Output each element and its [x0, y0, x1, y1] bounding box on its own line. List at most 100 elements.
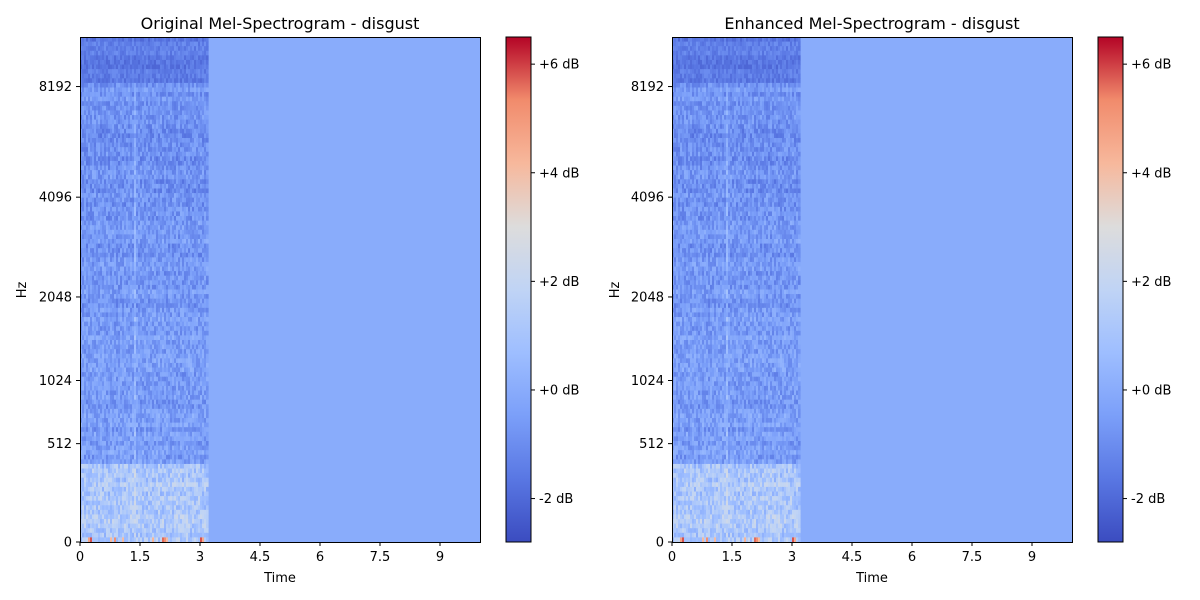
- heatmap-cell: [166, 82, 169, 89]
- heatmap-cell: [100, 87, 103, 93]
- heatmap-cell: [184, 50, 187, 56]
- heatmap-cell: [194, 41, 197, 47]
- heatmap-cell: [174, 82, 177, 89]
- heatmap-cell: [180, 59, 183, 66]
- heatmap-cell: [176, 46, 179, 52]
- heatmap-cell: [194, 59, 197, 66]
- heatmap-cell: [132, 64, 135, 70]
- heatmap-cell: [176, 73, 179, 79]
- heatmap-cell: [158, 69, 161, 75]
- heatmap-cell: [206, 170, 209, 176]
- heatmap-cell: [146, 73, 149, 79]
- heatmap-cell: [204, 55, 207, 61]
- heatmap-cell: [184, 41, 187, 47]
- heatmap-cell: [88, 78, 91, 84]
- heatmap-cell: [206, 216, 209, 222]
- heatmap-cell: [134, 64, 137, 70]
- heatmap-cell: [142, 87, 145, 93]
- heatmap-cell: [84, 87, 87, 93]
- heatmap-cell: [192, 69, 195, 75]
- heatmap-cell: [90, 82, 93, 89]
- heatmap-cell: [142, 55, 145, 61]
- heatmap-cell: [206, 105, 209, 112]
- heatmap-cell: [80, 46, 83, 52]
- heatmap-cell: [152, 37, 155, 43]
- heatmap-cell: [90, 64, 93, 70]
- heatmap-cell: [158, 59, 161, 66]
- heatmap-cell: [132, 50, 135, 56]
- heatmap-cell: [206, 335, 209, 341]
- heatmap-cell: [156, 69, 159, 75]
- heatmap-cell: [146, 46, 149, 52]
- heatmap-cell: [170, 82, 173, 89]
- heatmap-cell: [142, 46, 145, 52]
- heatmap-cell: [164, 41, 167, 47]
- heatmap-cell: [94, 82, 97, 89]
- heatmap-cell: [120, 64, 123, 70]
- heatmap-cell: [206, 193, 209, 199]
- heatmap-cell: [194, 46, 197, 52]
- heatmap-cell: [198, 82, 201, 89]
- heatmap-cell: [156, 78, 159, 84]
- heatmap-cell: [112, 50, 115, 56]
- heatmap-cell: [206, 257, 209, 263]
- heatmap-cell: [162, 64, 165, 70]
- heatmap-cell: [90, 37, 93, 43]
- heatmap-cell: [176, 64, 179, 70]
- heatmap-cell: [176, 59, 179, 66]
- heatmap-cell: [200, 73, 203, 79]
- heatmap-cell: [144, 41, 147, 47]
- heatmap-cell: [186, 41, 189, 47]
- heatmap-cell: [196, 78, 199, 84]
- heatmap-cell: [180, 37, 183, 43]
- heatmap-cell: [96, 55, 99, 61]
- chart-title: Original Mel-Spectrogram - disgust: [141, 14, 420, 33]
- heatmap-cell: [178, 78, 181, 84]
- heatmap-cell: [206, 115, 209, 121]
- heatmap-cell: [94, 87, 97, 93]
- heatmap-cell: [116, 37, 119, 43]
- heatmap-cell: [110, 50, 113, 56]
- heatmap-cell: [188, 73, 191, 79]
- heatmap-cell: [206, 220, 209, 226]
- heatmap-cell: [104, 69, 107, 75]
- heatmap-cell: [148, 82, 151, 89]
- heatmap-cell: [206, 59, 209, 66]
- heatmap-cell: [178, 50, 181, 56]
- heatmap-cell: [164, 46, 167, 52]
- heatmap-cell: [134, 78, 137, 84]
- heatmap-cell: [92, 82, 95, 89]
- heatmap-cell: [104, 55, 107, 61]
- heatmap-cell: [122, 82, 125, 89]
- heatmap-cell: [148, 69, 151, 75]
- heatmap-cell: [198, 46, 201, 52]
- heatmap-cell: [106, 69, 109, 75]
- heatmap-cell: [112, 87, 115, 93]
- heatmap-cell: [86, 82, 89, 89]
- heatmap-cell: [192, 73, 195, 79]
- heatmap-cell: [134, 59, 137, 66]
- heatmap-cell: [84, 55, 87, 61]
- heatmap-cell: [80, 73, 83, 79]
- heatmap-cell: [204, 73, 207, 79]
- heatmap-cell: [164, 73, 167, 79]
- heatmap-cell: [112, 78, 115, 84]
- heatmap-cell: [104, 50, 107, 56]
- heatmap-cell: [120, 82, 123, 89]
- heatmap-cell: [148, 50, 151, 56]
- heatmap-cell: [178, 69, 181, 75]
- heatmap-cell: [114, 59, 117, 66]
- heatmap-cell: [108, 41, 111, 47]
- heatmap-cell: [134, 69, 137, 75]
- heatmap-cell: [188, 78, 191, 84]
- heatmap-cell: [98, 55, 101, 61]
- heatmap-cell: [96, 87, 99, 93]
- heatmap-cell: [200, 41, 203, 47]
- heatmap-cell: [134, 87, 137, 93]
- heatmap-cell: [128, 64, 131, 70]
- heatmap-cell: [154, 64, 157, 70]
- heatmap-cell: [164, 64, 167, 70]
- heatmap-cell: [138, 73, 141, 79]
- heatmap-cell: [160, 59, 163, 66]
- heatmap-cell: [120, 87, 123, 93]
